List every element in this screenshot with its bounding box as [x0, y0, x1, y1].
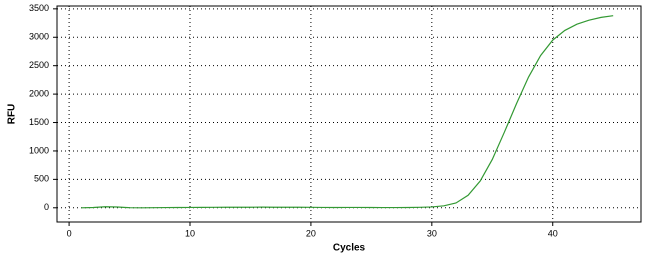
y-tick-label: 0: [44, 202, 49, 212]
x-tick-label: 20: [306, 228, 316, 238]
x-tick-label: 10: [185, 228, 195, 238]
x-tick-label: 40: [548, 228, 558, 238]
y-tick-label: 1500: [29, 117, 49, 127]
y-tick-label: 1000: [29, 145, 49, 155]
y-tick-label: 2500: [29, 60, 49, 70]
x-tick-label: 30: [427, 228, 437, 238]
amplification-curve: [81, 15, 614, 209]
x-axis-title: Cycles: [333, 243, 366, 254]
plot-frame: [56, 5, 642, 223]
y-tick-label: 500: [34, 174, 49, 184]
y-tick-label: 3500: [29, 3, 49, 13]
y-axis-title: RFU: [7, 104, 18, 125]
x-tick-label: 0: [67, 228, 72, 238]
y-tick-label: 3000: [29, 32, 49, 42]
y-tick-label: 2000: [29, 88, 49, 98]
